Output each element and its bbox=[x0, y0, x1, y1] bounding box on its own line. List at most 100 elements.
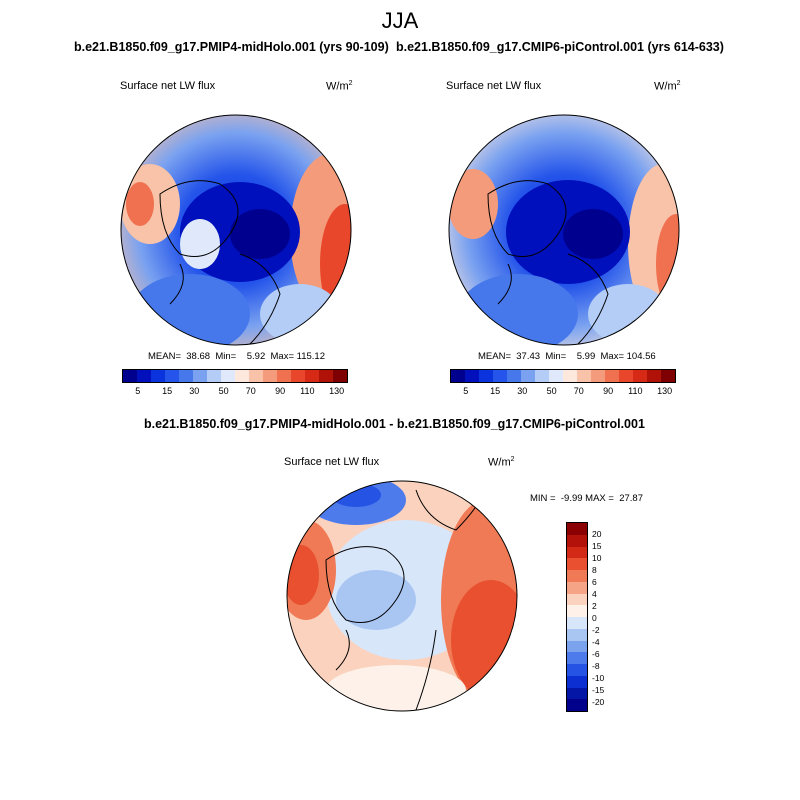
colorbar-swatch bbox=[193, 370, 207, 382]
colorbar-swatch bbox=[567, 605, 587, 617]
tick: 30 bbox=[189, 386, 200, 396]
colorbar-swatch bbox=[507, 370, 521, 382]
colorbar-swatch bbox=[567, 546, 587, 559]
colorbar-swatch bbox=[647, 370, 661, 382]
diff-colorbar bbox=[566, 522, 588, 712]
colorbar-swatch bbox=[165, 370, 179, 382]
colorbar-swatch bbox=[567, 687, 587, 700]
colorbar-swatch bbox=[567, 675, 587, 688]
tick: 20 bbox=[592, 529, 602, 539]
diff-colorbar-labels: 20 15 10 8 6 4 2 0 -2 -4 -6 -8 -10 -15 -… bbox=[592, 522, 622, 710]
tick: 15 bbox=[592, 541, 602, 551]
tick: -20 bbox=[592, 697, 605, 707]
tick: -6 bbox=[592, 649, 600, 659]
colorbar-swatch bbox=[567, 593, 587, 606]
tick: 15 bbox=[490, 386, 501, 396]
tick: 50 bbox=[546, 386, 557, 396]
colorbar-swatch bbox=[567, 664, 587, 676]
colorbar-swatch bbox=[567, 523, 587, 535]
tick: 8 bbox=[592, 565, 597, 575]
panel1-units: W/m2 bbox=[326, 80, 353, 93]
tick: 0 bbox=[592, 613, 597, 623]
tick: 130 bbox=[657, 386, 673, 396]
colorbar-swatch bbox=[567, 570, 587, 582]
colorbar-swatch bbox=[605, 370, 619, 382]
tick: 15 bbox=[162, 386, 173, 396]
tick: 10 bbox=[592, 553, 602, 563]
tick: 5 bbox=[463, 386, 469, 396]
tick: 130 bbox=[329, 386, 345, 396]
colorbar-swatch bbox=[235, 370, 249, 382]
panel2-polar-map bbox=[448, 114, 680, 346]
colorbar-swatch bbox=[567, 534, 587, 547]
colorbar-swatch bbox=[221, 370, 235, 382]
colorbar-swatch bbox=[563, 370, 577, 382]
colorbar-swatch bbox=[567, 581, 587, 594]
tick: 90 bbox=[603, 386, 614, 396]
colorbar-swatch bbox=[567, 558, 587, 570]
tick: -4 bbox=[592, 637, 600, 647]
colorbar-swatch bbox=[577, 370, 591, 382]
tick: 70 bbox=[245, 386, 256, 396]
panel2-units: W/m2 bbox=[654, 80, 681, 93]
diff-polar-map bbox=[286, 480, 518, 712]
colorbar-swatch bbox=[277, 370, 291, 382]
colorbar-swatch bbox=[305, 370, 319, 382]
colorbar-swatch bbox=[521, 370, 535, 382]
diff-units: W/m2 bbox=[488, 456, 515, 469]
tick: 5 bbox=[135, 386, 141, 396]
panel2-colorbar bbox=[450, 369, 676, 383]
season-title: JJA bbox=[381, 8, 419, 33]
tick: 110 bbox=[300, 386, 315, 396]
panel1-polar-map bbox=[120, 114, 352, 346]
tick: 4 bbox=[592, 589, 597, 599]
colorbar-swatch bbox=[619, 370, 633, 382]
tick: 30 bbox=[517, 386, 528, 396]
tick: 50 bbox=[218, 386, 229, 396]
colorbar-swatch bbox=[151, 370, 165, 382]
colorbar-swatch bbox=[567, 699, 587, 711]
colorbar-swatch bbox=[567, 652, 587, 664]
colorbar-swatch bbox=[549, 370, 563, 382]
colorbar-swatch bbox=[567, 628, 587, 641]
tick: 110 bbox=[628, 386, 643, 396]
tick: 6 bbox=[592, 577, 597, 587]
colorbar-swatch bbox=[661, 370, 675, 382]
tick: -15 bbox=[592, 685, 605, 695]
panel2-stats: MEAN= 37.43 Min= 5.99 Max= 104.56 bbox=[478, 351, 656, 362]
colorbar-swatch bbox=[567, 617, 587, 629]
colorbar-swatch bbox=[179, 370, 193, 382]
panel1-colorbar-labels: 5 15 30 50 70 90 110 130 bbox=[122, 386, 348, 398]
tick: -2 bbox=[592, 625, 600, 635]
colorbar-swatch bbox=[333, 370, 347, 382]
tick: 2 bbox=[592, 601, 597, 611]
colorbar-swatch bbox=[567, 640, 587, 653]
colorbar-swatch bbox=[633, 370, 647, 382]
colorbar-swatch bbox=[249, 370, 263, 382]
colorbar-swatch bbox=[479, 370, 493, 382]
colorbar-swatch bbox=[319, 370, 333, 382]
diff-variable-label: Surface net LW flux bbox=[284, 456, 380, 468]
tick: 70 bbox=[573, 386, 584, 396]
colorbar-swatch bbox=[493, 370, 507, 382]
colorbar-swatch bbox=[137, 370, 151, 382]
colorbar-swatch bbox=[591, 370, 605, 382]
diff-title: b.e21.B1850.f09_g17.PMIP4-midHolo.001 - … bbox=[144, 417, 645, 431]
panel2-variable-label: Surface net LW flux bbox=[446, 80, 542, 92]
colorbar-swatch bbox=[263, 370, 277, 382]
colorbar-swatch bbox=[207, 370, 221, 382]
panel2-case-title: b.e21.B1850.f09_g17.CMIP6-piControl.001 … bbox=[396, 40, 724, 54]
tick: 90 bbox=[275, 386, 286, 396]
colorbar-swatch bbox=[535, 370, 549, 382]
panel2-colorbar-labels: 5 15 30 50 70 90 110 130 bbox=[450, 386, 676, 398]
panel1-case-title: b.e21.B1850.f09_g17.PMIP4-midHolo.001 (y… bbox=[74, 40, 389, 54]
colorbar-swatch bbox=[451, 370, 465, 382]
tick: -10 bbox=[592, 673, 605, 683]
colorbar-swatch bbox=[465, 370, 479, 382]
colorbar-swatch bbox=[291, 370, 305, 382]
colorbar-swatch bbox=[123, 370, 137, 382]
diff-stats: MIN = -9.99 MAX = 27.87 bbox=[530, 493, 643, 504]
panel1-colorbar bbox=[122, 369, 348, 383]
tick: -8 bbox=[592, 661, 600, 671]
panel1-stats: MEAN= 38.68 Min= 5.92 Max= 115.12 bbox=[148, 351, 325, 362]
